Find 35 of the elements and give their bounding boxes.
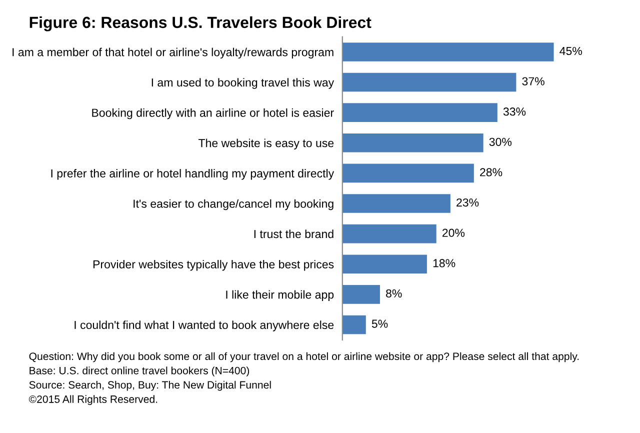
- bar: [342, 103, 498, 122]
- text: Base: U.S. direct online travel bookers (N=400): [30, 366, 250, 376]
- y-tick-label: I couldn't find what I wanted to book anywhere else: [74, 320, 334, 332]
- y-tick-label: I am a member of that hotel or airline's loyalty/rewards program: [12, 48, 334, 59]
- y-tick-label: I prefer the airline or hotel handling my payment directly: [51, 169, 334, 180]
- y-tick-label: I trust the brand: [254, 230, 334, 238]
- text: Question: Why did you book some or all of your travel on a hotel or airline website or app? Please select all that apply.: [29, 352, 579, 362]
- bar: [342, 194, 450, 213]
- y-tick-label: It's easier to change/cancel my booking: [134, 199, 334, 210]
- source-note: Source: Search, Shop, Buy: The New Digital Funnel: [29, 380, 271, 391]
- y-tick-label: I am used to booking travel this way: [152, 78, 334, 89]
- data-label: 18%: [433, 259, 456, 268]
- data-label: 20%: [442, 228, 465, 237]
- bar: [342, 42, 554, 62]
- data-label: 30%: [489, 138, 512, 146]
- text: ©2015 All Rights Reserved.: [28, 395, 158, 406]
- bar: [342, 254, 427, 274]
- y-tick-label: Provider websites typically have the best prices: [93, 260, 334, 271]
- bar: [342, 164, 474, 183]
- data-label: 23%: [456, 198, 479, 207]
- y-tick-label: Booking directly with an airline or hotel is easier: [92, 108, 334, 120]
- bar: [342, 72, 516, 92]
- bar: [342, 224, 436, 244]
- text: Figure 6: Reasons U.S. Travelers Book Direct: [30, 16, 372, 32]
- data-label: 33%: [503, 108, 526, 116]
- bar: [342, 285, 380, 304]
- bar: [342, 315, 366, 334]
- y-tick-label: I like their mobile app: [226, 290, 334, 302]
- data-label: 37%: [522, 77, 544, 86]
- data-label: 5%: [372, 320, 388, 328]
- y-tick-label: The website is easy to use: [198, 138, 334, 150]
- bar: [342, 133, 484, 152]
- data-label: 45%: [560, 46, 582, 56]
- data-label: 28%: [480, 168, 502, 176]
- data-label: 8%: [386, 289, 402, 298]
